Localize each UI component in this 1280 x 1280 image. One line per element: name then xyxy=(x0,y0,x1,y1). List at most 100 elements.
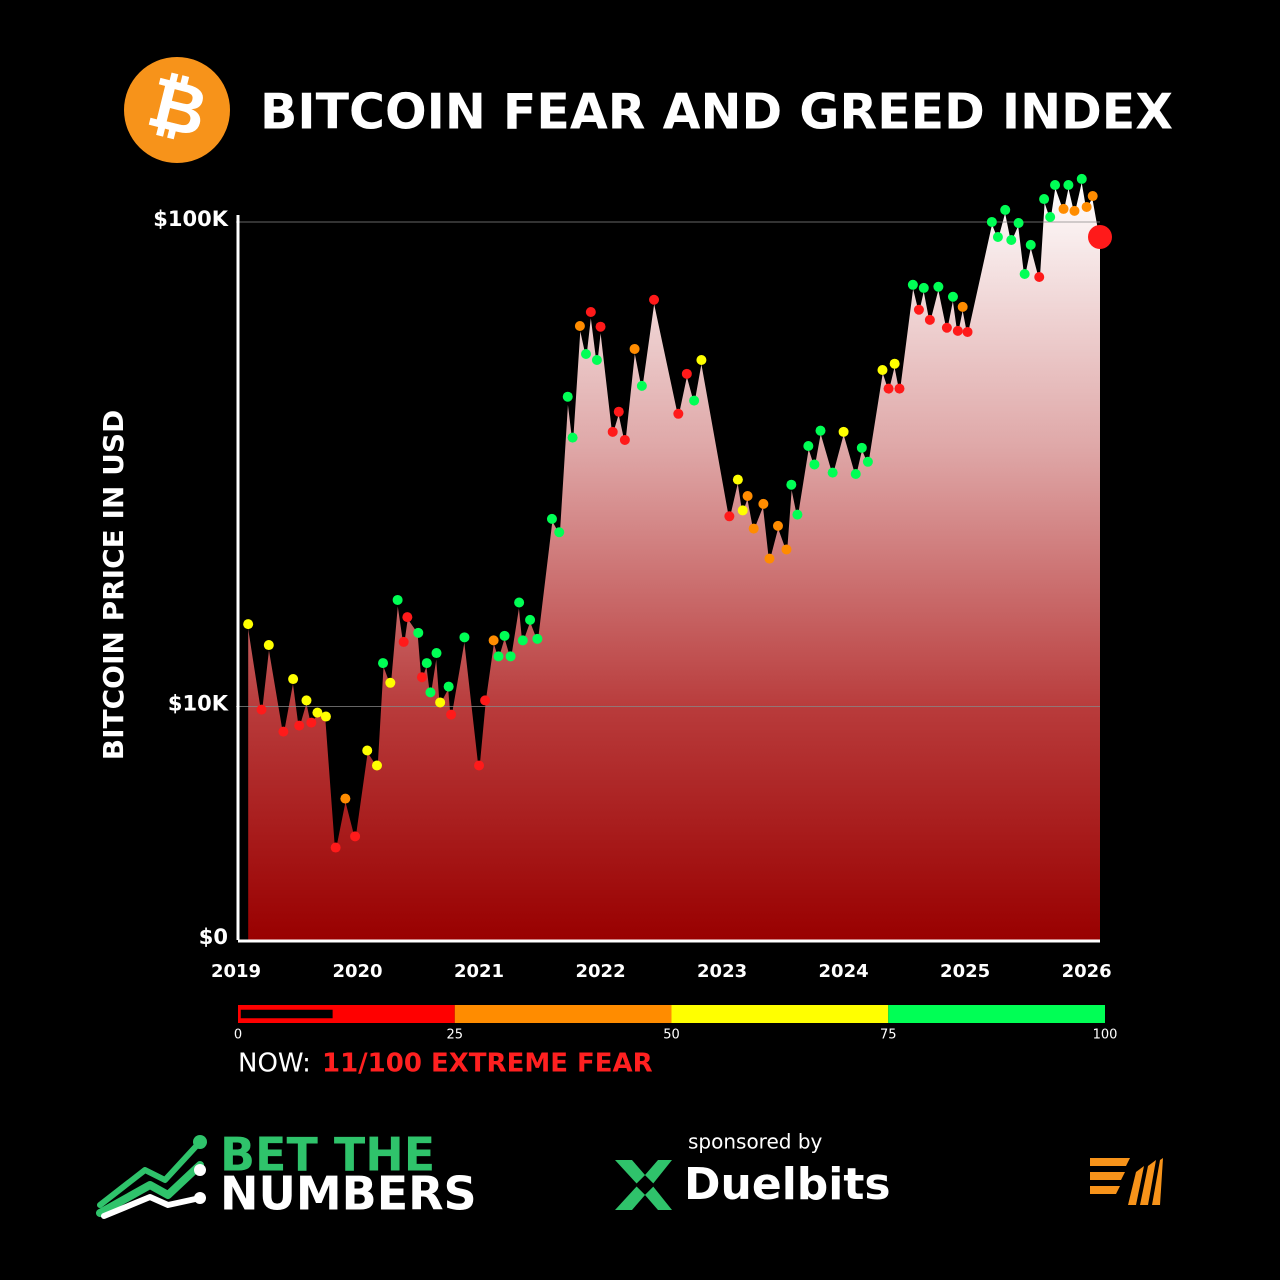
sentiment-point xyxy=(425,687,436,698)
sentiment-point xyxy=(947,291,958,302)
x-tick-label: 2019 xyxy=(211,961,261,982)
sentiment-point xyxy=(480,695,491,706)
gauge-tick-label: 50 xyxy=(663,1028,680,1043)
sentiment-point xyxy=(591,355,602,366)
sentiment-point xyxy=(850,468,861,479)
sentiment-point xyxy=(243,619,254,630)
sentiment-point xyxy=(877,364,888,375)
gauge-tick-label: 75 xyxy=(880,1028,897,1043)
bitcoin-logo xyxy=(124,57,230,163)
sentiment-point xyxy=(924,314,935,325)
sentiment-point xyxy=(435,697,446,708)
y-tick-label: $0 xyxy=(199,925,228,949)
sentiment-point xyxy=(952,325,963,336)
sentiment-point xyxy=(585,306,596,317)
sentiment-point xyxy=(889,358,900,369)
sentiment-point xyxy=(446,709,457,720)
sentiment-point xyxy=(371,760,382,771)
sentiment-point xyxy=(1045,211,1056,222)
sentiment-point xyxy=(1058,203,1069,214)
gauge-tick-label: 100 xyxy=(1093,1028,1118,1043)
brand-line2: NUMBERS xyxy=(220,1167,477,1221)
sentiment-point xyxy=(580,349,591,360)
sentiment-point xyxy=(1006,234,1017,245)
sentiment-point xyxy=(619,434,630,445)
x-tick-label: 2026 xyxy=(1062,961,1112,982)
sentiment-point xyxy=(957,301,968,312)
sentiment-point xyxy=(392,594,403,605)
sentiment-point xyxy=(1034,271,1045,282)
sentiment-point xyxy=(689,395,700,406)
sponsor-name: Duelbits xyxy=(684,1159,891,1210)
sentiment-point xyxy=(443,681,454,692)
sentiment-point xyxy=(574,321,585,332)
sentiment-point xyxy=(649,294,660,305)
sentiment-point xyxy=(567,432,578,443)
sentiment-point xyxy=(724,511,735,522)
sentiment-point xyxy=(532,633,543,644)
sentiment-point xyxy=(673,408,684,419)
sentiment-point xyxy=(288,674,299,685)
sentiment-point xyxy=(941,322,952,333)
sentiment-point xyxy=(362,745,373,756)
x-tick-label: 2021 xyxy=(454,961,504,982)
x-tick-label: 2020 xyxy=(332,961,382,982)
sentiment-point xyxy=(554,527,565,538)
sentiment-point xyxy=(781,544,792,555)
sponsor-icon xyxy=(615,1160,672,1210)
sentiment-point xyxy=(459,632,470,643)
x-tick-label: 2023 xyxy=(697,961,747,982)
sentiment-point xyxy=(505,651,516,662)
sentiment-point xyxy=(742,491,753,502)
sentiment-point xyxy=(546,513,557,524)
y-axis-label: BITCOIN PRICE IN USD xyxy=(97,410,130,760)
sentiment-point xyxy=(413,627,424,638)
sentiment-point xyxy=(256,704,267,715)
sentiment-point xyxy=(1000,204,1011,215)
sentiment-point xyxy=(992,232,1003,243)
sentiment-point xyxy=(913,304,924,315)
sentiment-point xyxy=(378,658,389,669)
sentiment-point xyxy=(1069,205,1080,216)
sentiment-point xyxy=(402,612,413,623)
sentiment-point xyxy=(525,614,536,625)
y-tick-label: $10K xyxy=(168,692,229,716)
sentiment-point xyxy=(350,831,361,842)
sentiment-point xyxy=(306,717,317,728)
sentiment-point xyxy=(312,707,323,718)
sentiment-point xyxy=(786,479,797,490)
sponsor-label: sponsored by xyxy=(688,1130,823,1154)
sentiment-point xyxy=(320,711,331,722)
sentiment-point xyxy=(416,672,427,683)
sentiment-point xyxy=(737,505,748,516)
sentiment-point xyxy=(962,326,973,337)
gauge-tick-label: 0 xyxy=(234,1028,242,1043)
corner-logo xyxy=(1090,1158,1163,1205)
sentiment-point xyxy=(517,635,528,646)
sentiment-point xyxy=(474,760,485,771)
sentiment-point xyxy=(278,726,289,737)
chart-title: BITCOIN FEAR AND GREED INDEX xyxy=(260,84,1173,141)
sentiment-point xyxy=(1081,201,1092,212)
gauge-tick-label: 25 xyxy=(446,1028,463,1043)
sentiment-point xyxy=(933,281,944,292)
now-status: 11/100 EXTREME FEAR xyxy=(322,1049,653,1079)
sentiment-point xyxy=(385,677,396,688)
sentiment-point xyxy=(1039,194,1050,205)
sentiment-point xyxy=(294,720,305,731)
sentiment-point xyxy=(827,467,838,478)
sentiment-point xyxy=(1087,191,1098,202)
sentiment-point xyxy=(838,426,849,437)
sentiment-point xyxy=(883,383,894,394)
sentiment-point xyxy=(330,842,341,853)
sentiment-point xyxy=(815,425,826,436)
sentiment-point xyxy=(488,635,499,646)
y-tick-label: $100K xyxy=(153,207,228,231)
sentiment-point xyxy=(792,509,803,520)
sentiment-point xyxy=(1019,268,1030,279)
area-fill xyxy=(248,178,1100,940)
sentiment-point xyxy=(263,640,274,651)
sentiment-point xyxy=(340,793,351,804)
sentiment-point xyxy=(732,474,743,485)
